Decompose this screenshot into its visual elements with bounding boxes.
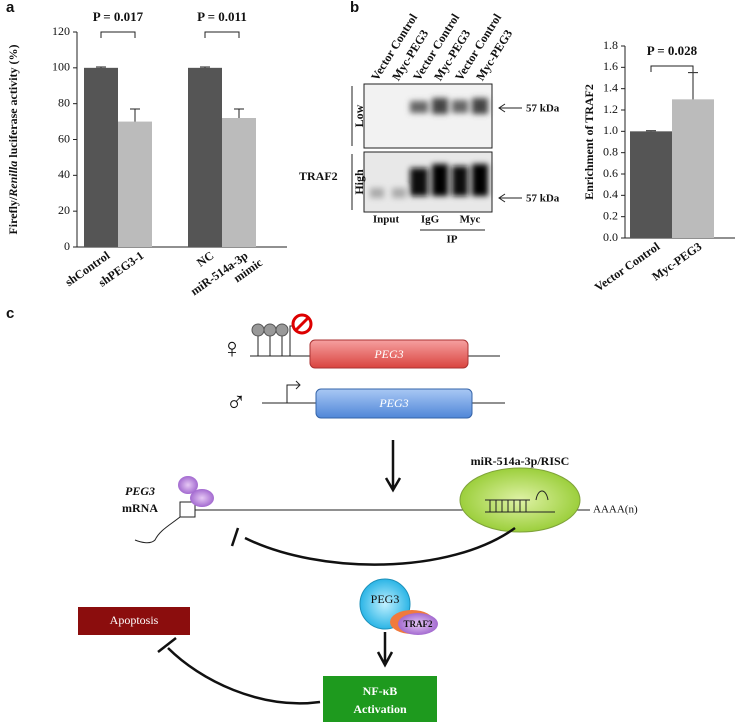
y-tick-label: 1.6 (603, 59, 618, 73)
lane-group: Myc (460, 214, 481, 226)
bar (222, 118, 256, 247)
panel-label: c (6, 305, 14, 322)
y-tick-label: 1.8 (603, 38, 618, 52)
y-tick-label: 60 (58, 131, 70, 145)
bar (118, 121, 152, 247)
y-tick-label: 1.2 (603, 102, 618, 116)
y-axis-label-part: Firefly/ (6, 196, 20, 234)
significance-bracket (650, 65, 694, 72)
x-tick-label: Vector Control (592, 239, 663, 295)
p-value: P = 0.028 (647, 43, 698, 58)
gene-label: PEG3 (373, 347, 403, 361)
diagram (78, 313, 590, 722)
bar (188, 67, 222, 247)
blot (351, 83, 522, 231)
y-tick-label: 100 (52, 60, 70, 74)
y-tick-label: 40 (58, 167, 70, 181)
nfkb-label: NF-κB (363, 684, 398, 698)
mirna-label: miR-514a-3p/RISC (471, 454, 570, 468)
female-symbol: ♀ (222, 332, 243, 363)
male-symbol: ♂ (226, 386, 247, 417)
p-value: P = 0.011 (197, 9, 247, 24)
y-tick-label: 0.8 (603, 144, 618, 158)
y-axis-label-part: Renilla (6, 161, 20, 198)
y-tick-label: 0.6 (603, 166, 618, 180)
protein-label: PEG3 (371, 592, 400, 606)
y-tick-label: 1.0 (603, 123, 618, 137)
apoptosis-label: Apoptosis (110, 613, 159, 627)
y-tick-label: 80 (58, 95, 70, 109)
panel-label: a (6, 0, 15, 16)
size-marker: 57 kDa (526, 193, 560, 205)
y-tick-label: 1.4 (603, 80, 618, 94)
y-tick-label: 0.2 (603, 208, 618, 222)
panel-label: b (350, 0, 359, 16)
x-tick-label: NC (194, 248, 216, 269)
nfkb-label: Activation (353, 702, 407, 716)
y-tick-label: 0.4 (603, 187, 618, 201)
y-axis-label: Enrichment of TRAF2 (582, 84, 596, 200)
exposure: High (352, 169, 366, 195)
error-bar (688, 72, 698, 100)
error-bar (130, 108, 140, 122)
mrna-label: mRNA (122, 501, 158, 515)
partner-label: TRAF2 (404, 619, 433, 629)
error-bar (96, 66, 106, 68)
y-axis-label: Firefly/Renilla luciferase activity (%) (6, 44, 20, 234)
ip-label: IP (447, 234, 458, 246)
gene-label: PEG3 (378, 396, 408, 410)
y-tick-label: 0.0 (603, 230, 618, 244)
bar (672, 99, 714, 238)
significance-bracket (100, 31, 136, 38)
x-tick-label: miR-514a-3pmimic (188, 243, 266, 309)
exposure: Low (352, 104, 366, 127)
error-bar (234, 108, 244, 118)
significance-bracket (204, 31, 240, 38)
bar (84, 67, 118, 247)
p-value: P = 0.017 (93, 9, 144, 24)
polya: AAAA(n) (593, 504, 638, 516)
error-bar (646, 130, 656, 132)
blot-low (363, 83, 493, 149)
y-axis-label-part: Enrichment of TRAF2 (582, 84, 596, 200)
y-tick-label: 0 (64, 239, 70, 253)
y-tick-label: 120 (52, 24, 70, 38)
lane-group: IgG (421, 214, 440, 226)
blot-protein: TRAF2 (299, 169, 338, 183)
bar (630, 131, 672, 238)
lane-group: Input (373, 214, 400, 226)
y-tick-label: 20 (58, 203, 70, 217)
error-bar (200, 66, 210, 68)
bands (370, 98, 488, 198)
size-marker: 57 kDa (526, 103, 560, 115)
y-axis-label-part: luciferase activity (%) (6, 44, 20, 160)
mrna-label: PEG3 (125, 484, 155, 498)
